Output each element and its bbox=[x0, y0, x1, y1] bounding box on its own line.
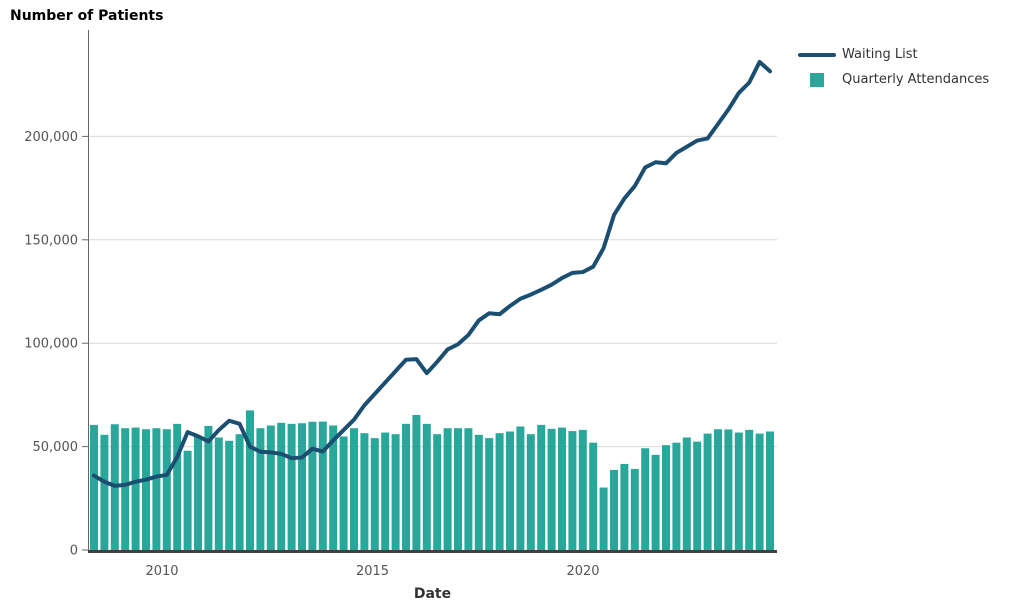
attendance-bar bbox=[422, 423, 431, 550]
attendance-bar bbox=[318, 421, 327, 550]
legend-item-waiting-list[interactable]: Waiting List bbox=[798, 46, 989, 63]
attendance-bar bbox=[693, 441, 702, 550]
waiting-list-line-swatch bbox=[798, 52, 836, 57]
attendance-bar bbox=[214, 437, 223, 550]
attendance-bar bbox=[443, 428, 452, 550]
attendance-bar bbox=[277, 422, 286, 550]
attendance-bar bbox=[568, 431, 577, 550]
attendance-bar bbox=[485, 438, 494, 550]
attendance-bar bbox=[651, 454, 660, 550]
quarterly-attendances-swatch-column bbox=[798, 72, 836, 87]
waiting-list-swatch-column bbox=[798, 52, 836, 57]
chart-title: Number of Patients bbox=[10, 8, 164, 24]
attendance-bar bbox=[578, 429, 587, 550]
attendance-bar bbox=[599, 487, 608, 550]
quarterly-attendances-swatch bbox=[810, 72, 824, 87]
attendance-bar bbox=[526, 434, 535, 550]
attendance-bar bbox=[131, 427, 140, 550]
attendance-bar bbox=[370, 438, 379, 550]
attendance-bar bbox=[537, 424, 546, 550]
x-axis-line bbox=[88, 550, 777, 553]
attendance-bar bbox=[350, 428, 358, 550]
attendance-bar bbox=[298, 423, 306, 550]
attendance-bar bbox=[121, 428, 130, 550]
attendance-bar bbox=[495, 433, 504, 550]
attendance-bar bbox=[381, 432, 390, 550]
attendance-bar bbox=[339, 436, 348, 550]
attendance-bar bbox=[766, 431, 774, 550]
waiting-list-line bbox=[92, 59, 772, 488]
attendance-bar bbox=[506, 431, 514, 550]
attendance-bar bbox=[90, 424, 98, 550]
attendance-bar bbox=[266, 425, 275, 550]
attendance-bar bbox=[308, 421, 317, 550]
legend: Waiting List Quarterly Attendances bbox=[798, 46, 989, 96]
legend-item-quarterly-attendances[interactable]: Quarterly Attendances bbox=[798, 71, 989, 88]
attendance-bar bbox=[620, 463, 629, 550]
attendance-bar bbox=[724, 429, 733, 550]
attendance-bar bbox=[433, 434, 442, 550]
attendance-bar bbox=[714, 429, 722, 550]
attendance-bar bbox=[589, 442, 598, 550]
attendance-bar bbox=[225, 440, 234, 550]
attendance-bar bbox=[558, 427, 566, 550]
x-axis-title: Date bbox=[413, 586, 452, 602]
attendance-bar bbox=[412, 414, 421, 550]
attendance-bar bbox=[235, 434, 244, 550]
y-tick-label: 50,000 bbox=[33, 440, 79, 455]
attendance-bar bbox=[329, 425, 338, 550]
attendance-bar bbox=[745, 429, 754, 550]
attendance-bar bbox=[734, 432, 743, 550]
legend-label-quarterly-attendances: Quarterly Attendances bbox=[842, 72, 990, 87]
attendance-bar bbox=[194, 435, 202, 550]
attendance-bar bbox=[162, 429, 171, 550]
y-tick-label: 100,000 bbox=[24, 337, 78, 352]
y-tick-label: 200,000 bbox=[24, 130, 78, 145]
attendance-bar bbox=[246, 410, 254, 550]
attendance-bar bbox=[547, 428, 556, 550]
x-tick-label: 2015 bbox=[356, 564, 389, 579]
attendance-bar bbox=[360, 433, 369, 550]
attendance-bar bbox=[516, 426, 525, 550]
attendance-bar bbox=[630, 468, 639, 550]
attendance-bar bbox=[672, 442, 681, 550]
attendance-bar bbox=[142, 429, 150, 550]
x-tick-label: 2020 bbox=[566, 564, 599, 579]
attendance-bar bbox=[703, 433, 712, 550]
attendance-bar bbox=[204, 425, 213, 550]
attendance-bar bbox=[287, 423, 296, 550]
attendance-bar bbox=[641, 448, 650, 550]
attendance-bar bbox=[152, 428, 161, 550]
attendance-bar bbox=[682, 437, 691, 550]
x-tick-label: 2010 bbox=[145, 564, 178, 579]
attendance-bar bbox=[610, 469, 618, 550]
attendance-bar bbox=[256, 428, 265, 550]
y-tick-label: 150,000 bbox=[24, 233, 78, 248]
attendance-bar bbox=[755, 433, 764, 550]
attendance-bar bbox=[100, 434, 109, 550]
attendance-bar bbox=[662, 445, 670, 550]
attendance-bar bbox=[391, 434, 400, 550]
legend-label-waiting-list: Waiting List bbox=[842, 47, 918, 62]
attendance-bar bbox=[402, 423, 410, 550]
attendance-bar bbox=[173, 423, 182, 550]
attendance-bar bbox=[183, 450, 192, 550]
attendance-bar bbox=[464, 428, 473, 550]
attendance-bar bbox=[454, 428, 462, 550]
y-tick-label: 0 bbox=[70, 544, 78, 559]
attendance-bar bbox=[474, 434, 483, 550]
